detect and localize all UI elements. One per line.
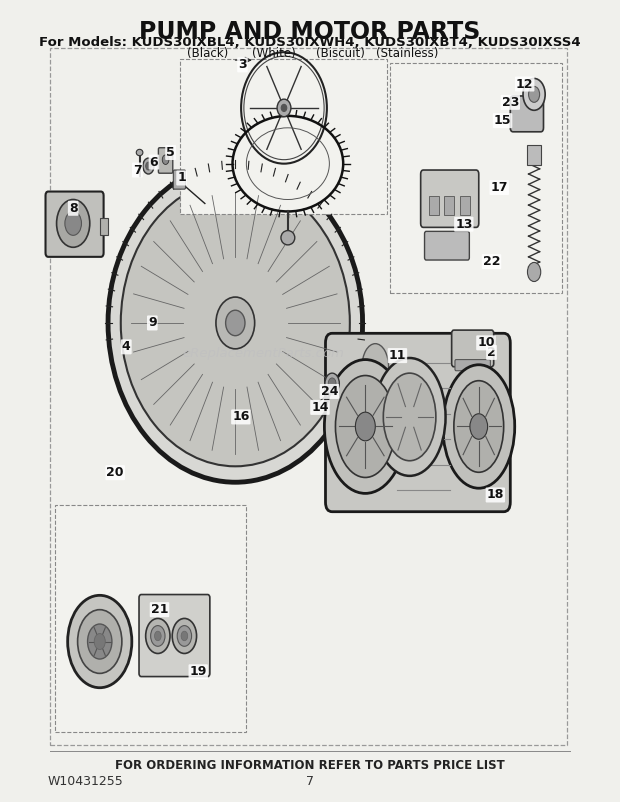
Text: PUMP AND MOTOR PARTS: PUMP AND MOTOR PARTS <box>140 20 480 44</box>
Ellipse shape <box>454 381 503 472</box>
Text: (White): (White) <box>252 47 296 60</box>
Text: 17: 17 <box>490 181 508 194</box>
Ellipse shape <box>383 373 436 460</box>
Ellipse shape <box>216 297 255 349</box>
Text: 22: 22 <box>483 255 500 268</box>
Ellipse shape <box>136 149 143 156</box>
Bar <box>100 218 108 235</box>
Text: (Black): (Black) <box>187 47 228 60</box>
Circle shape <box>68 595 132 688</box>
Text: 12: 12 <box>516 78 533 91</box>
Text: 21: 21 <box>151 603 168 616</box>
Circle shape <box>529 87 539 103</box>
Text: 2: 2 <box>487 346 496 359</box>
Bar <box>460 196 470 216</box>
Circle shape <box>146 162 151 170</box>
FancyBboxPatch shape <box>420 170 479 228</box>
Bar <box>390 63 562 294</box>
Circle shape <box>87 624 112 659</box>
Ellipse shape <box>443 365 515 488</box>
Text: 3: 3 <box>238 59 247 71</box>
Text: 4: 4 <box>122 340 131 354</box>
Ellipse shape <box>324 359 406 493</box>
Text: 19: 19 <box>190 666 207 678</box>
Ellipse shape <box>374 358 446 476</box>
FancyBboxPatch shape <box>174 170 185 189</box>
Bar <box>445 196 454 216</box>
Circle shape <box>470 414 487 439</box>
Circle shape <box>94 634 105 650</box>
Text: 10: 10 <box>477 336 495 350</box>
Circle shape <box>523 79 545 111</box>
Text: 13: 13 <box>455 217 472 231</box>
FancyBboxPatch shape <box>139 594 210 677</box>
Text: 6: 6 <box>149 156 158 168</box>
Ellipse shape <box>277 99 291 116</box>
Bar <box>50 48 567 745</box>
Text: 7: 7 <box>133 164 142 176</box>
Text: 7: 7 <box>306 776 314 788</box>
Text: (Biscuit): (Biscuit) <box>316 47 365 60</box>
Text: (Stainless): (Stainless) <box>376 47 438 60</box>
Circle shape <box>325 373 339 394</box>
Ellipse shape <box>281 230 294 245</box>
Circle shape <box>143 158 154 174</box>
FancyBboxPatch shape <box>45 192 104 257</box>
Text: FOR ORDERING INFORMATION REFER TO PARTS PRICE LIST: FOR ORDERING INFORMATION REFER TO PARTS … <box>115 759 505 772</box>
Circle shape <box>177 626 192 646</box>
Bar <box>180 59 388 214</box>
Ellipse shape <box>226 310 245 336</box>
Text: 16: 16 <box>232 411 249 423</box>
Text: 18: 18 <box>487 488 504 501</box>
Text: W10431255: W10431255 <box>47 776 123 788</box>
Text: 14: 14 <box>311 401 329 414</box>
Text: 5: 5 <box>166 146 175 159</box>
Text: 8: 8 <box>69 202 78 215</box>
Circle shape <box>181 631 188 641</box>
Text: 15: 15 <box>494 114 512 128</box>
Text: eReplacementParts.com: eReplacementParts.com <box>182 346 344 360</box>
Ellipse shape <box>121 180 350 466</box>
Bar <box>528 145 541 165</box>
Circle shape <box>528 262 541 282</box>
Circle shape <box>56 200 90 247</box>
FancyBboxPatch shape <box>451 330 494 367</box>
FancyBboxPatch shape <box>326 334 510 512</box>
Circle shape <box>65 212 81 235</box>
Bar <box>429 196 439 216</box>
FancyBboxPatch shape <box>510 96 544 132</box>
Circle shape <box>172 618 197 654</box>
Circle shape <box>162 155 169 164</box>
Ellipse shape <box>356 335 394 399</box>
Circle shape <box>78 610 122 674</box>
Circle shape <box>146 618 170 654</box>
FancyBboxPatch shape <box>158 148 173 173</box>
Text: 24: 24 <box>321 385 338 398</box>
Text: 20: 20 <box>107 466 124 479</box>
Text: 9: 9 <box>148 317 157 330</box>
Circle shape <box>328 378 336 389</box>
Circle shape <box>154 631 161 641</box>
FancyBboxPatch shape <box>455 359 490 371</box>
Ellipse shape <box>281 104 287 111</box>
Text: For Models: KUDS30IXBL4, KUDS30IXWH4, KUDS30IXBT4, KUDS30IXSS4: For Models: KUDS30IXBL4, KUDS30IXWH4, KU… <box>39 36 581 49</box>
Text: 23: 23 <box>502 95 519 109</box>
Ellipse shape <box>108 164 363 482</box>
Text: 1: 1 <box>177 172 186 184</box>
Ellipse shape <box>335 375 395 477</box>
Bar <box>55 504 246 731</box>
Circle shape <box>355 412 375 441</box>
FancyBboxPatch shape <box>425 231 469 260</box>
Ellipse shape <box>362 343 389 390</box>
Text: 11: 11 <box>389 349 406 362</box>
Circle shape <box>151 626 165 646</box>
